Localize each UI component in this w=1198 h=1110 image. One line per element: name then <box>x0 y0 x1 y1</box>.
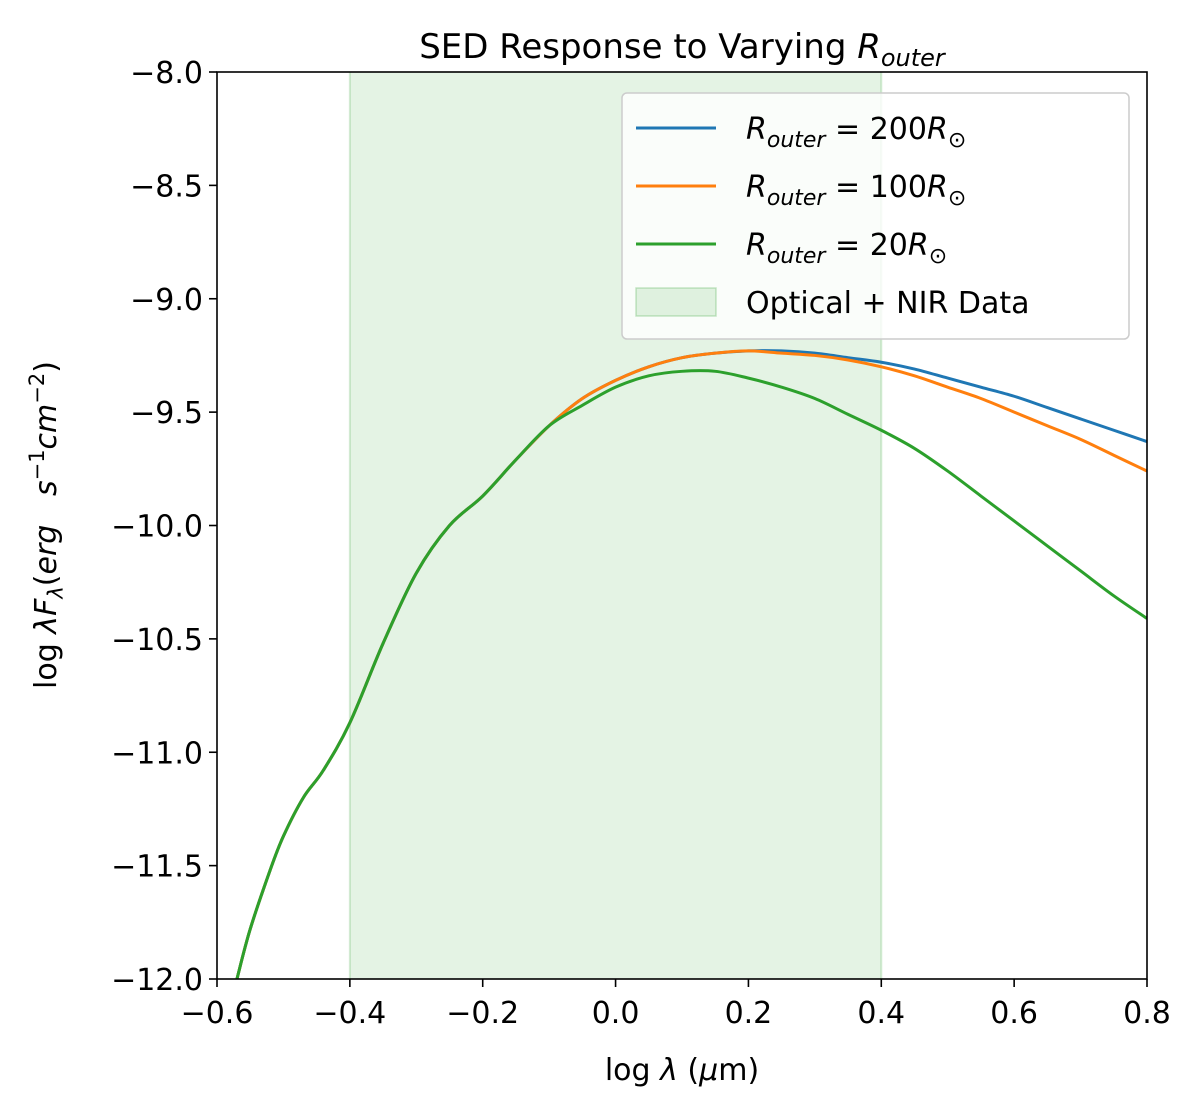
legend-label-router-20: Router = 20R⊙ <box>746 228 947 269</box>
y-axis-label-cm: cm <box>29 404 64 450</box>
legend-box <box>621 92 1130 340</box>
y-axis-label-F: F <box>29 598 64 616</box>
x-axis-label: log λ (μm) <box>605 1053 759 1088</box>
y-axis-label-gap <box>29 496 64 525</box>
x-tick-label: −0.2 <box>446 996 519 1031</box>
legend-label-router-200: Router = 200R⊙ <box>746 112 966 153</box>
y-axis-label-s-sup: −1 <box>25 449 49 480</box>
legend-handle-shaded-region <box>635 287 717 317</box>
y-tick-label: −9.0 <box>130 283 203 318</box>
legend-entries: Router = 200R⊙ Router = 100R⊙ Router = 20R… <box>635 112 1029 321</box>
y-tick-label: −8.5 <box>130 169 203 204</box>
chart-title-main: SED Response to Varying <box>419 27 857 67</box>
y-axis-label-prefix: log <box>29 634 64 689</box>
x-tick-label: 0.8 <box>1123 996 1171 1031</box>
y-tick-label: −10.0 <box>111 510 203 545</box>
series-layer <box>235 349 1147 979</box>
chart-title-symbol: R <box>857 27 881 67</box>
x-tick-label: −0.6 <box>181 996 254 1031</box>
y-axis-label: log λFλ(erg s−1cm−2) <box>25 361 68 689</box>
x-tick-label: −0.4 <box>313 996 386 1031</box>
x-tick-label: 0.4 <box>857 996 905 1031</box>
chart-title: SED Response to Varying Router <box>419 27 947 72</box>
y-axis-label-cm-sup: −2 <box>25 373 49 404</box>
legend-label-router-100: Router = 100R⊙ <box>746 170 966 211</box>
y-axis-label-close: ) <box>29 361 64 373</box>
y-tick-label: −11.0 <box>111 736 203 771</box>
y-tick-label: −9.5 <box>130 396 203 431</box>
x-axis-ticks: −0.6 −0.4 −0.2 0.0 0.2 0.4 0.6 0.8 <box>181 979 1171 1031</box>
y-tick-label: −10.5 <box>111 623 203 658</box>
x-tick-label: 0.0 <box>592 996 640 1031</box>
legend: Router = 200R⊙ Router = 100R⊙ Router = 20R… <box>621 92 1130 340</box>
legend-label-shaded-region: Optical + NIR Data <box>746 286 1029 321</box>
y-axis-ticks: −8.0 −8.5 −9.0 −9.5 −10.0 −10.5 −11.0 −11.5 −12.… <box>111 56 217 998</box>
y-axis-label-open: ( <box>29 575 64 587</box>
x-tick-label: 0.2 <box>725 996 773 1031</box>
x-axis-label-open: ( <box>678 1053 699 1088</box>
y-tick-label: −11.5 <box>111 850 203 885</box>
chart-title-subscript: outer <box>881 44 947 72</box>
y-axis-label-erg: erg <box>29 525 64 575</box>
x-axis-label-mu: μ <box>698 1053 718 1088</box>
y-axis-label-F-sub: λ <box>44 586 68 599</box>
y-tick-label: −12.0 <box>111 963 203 998</box>
x-tick-label: 0.6 <box>990 996 1038 1031</box>
x-axis-label-symbol: λ <box>658 1053 678 1088</box>
series-line-router-20 <box>235 369 1147 979</box>
y-tick-label: −8.0 <box>130 56 203 91</box>
x-axis-label-close: m) <box>718 1053 759 1088</box>
y-axis-label-lambda: λ <box>29 616 64 636</box>
x-axis-label-prefix: log <box>605 1053 660 1088</box>
y-axis-label-s: s <box>29 480 64 496</box>
